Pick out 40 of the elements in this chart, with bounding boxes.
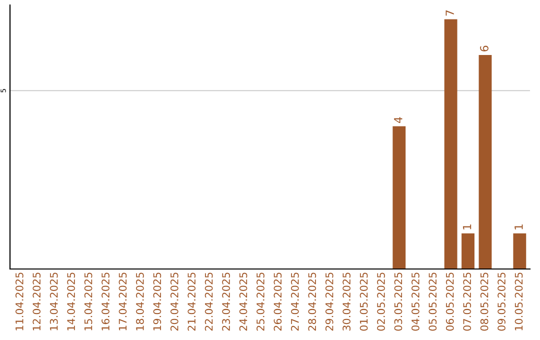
bar bbox=[462, 233, 474, 269]
x-tick-label: 26.04.2025 bbox=[274, 272, 282, 331]
x-tick-label: 17.04.2025 bbox=[118, 272, 127, 330]
x-tick-label: 22.04.2025 bbox=[204, 272, 213, 331]
x-tick-label: 11.04.2025 bbox=[15, 272, 24, 330]
bar bbox=[392, 126, 406, 269]
x-tick-label: 19.04.2025 bbox=[153, 272, 162, 330]
x-tick-label: 03.05.2025 bbox=[394, 272, 402, 331]
x-tick-label: 28.04.2025 bbox=[308, 272, 316, 331]
x-tick-label: 02.05.2025 bbox=[377, 272, 385, 331]
data-label: 7 bbox=[446, 10, 454, 16]
x-tick-label: 18.04.2025 bbox=[136, 272, 144, 330]
x-tick-label: 06.05.2025 bbox=[446, 272, 454, 331]
x-tick-label: 16.04.2025 bbox=[102, 272, 110, 330]
x-tick-label: 27.04.2025 bbox=[290, 272, 299, 331]
x-tick-label: 15.04.2025 bbox=[84, 272, 92, 330]
x-tick-label: 29.04.2025 bbox=[325, 272, 334, 331]
data-label: 4 bbox=[394, 117, 402, 123]
data-label: 1 bbox=[462, 224, 472, 230]
bar bbox=[444, 19, 458, 269]
x-tick-label: 13.04.2025 bbox=[50, 272, 58, 330]
x-tick-label: 08.05.2025 bbox=[480, 272, 488, 331]
x-tick-label: 04.05.2025 bbox=[412, 272, 420, 331]
data-label: 6 bbox=[480, 46, 488, 52]
bar bbox=[478, 54, 492, 269]
data-label: 1 bbox=[514, 224, 523, 230]
x-tick-label: 14.04.2025 bbox=[67, 272, 76, 330]
x-tick-label: 09.05.2025 bbox=[498, 272, 506, 331]
x-tick-label: 20.04.2025 bbox=[170, 272, 178, 331]
x-tick-label: 24.04.2025 bbox=[239, 272, 248, 331]
x-tick-label: 05.05.2025 bbox=[428, 272, 437, 331]
x-tick-label: 30.04.2025 bbox=[342, 272, 351, 331]
x-tick-label: 21.04.2025 bbox=[188, 272, 196, 331]
x-tick-label: 10.05.2025 bbox=[514, 272, 523, 330]
x-tick-label: 25.04.2025 bbox=[256, 272, 264, 331]
x-tick-label: 07.05.2025 bbox=[463, 272, 472, 331]
x-tick-label: 12.04.2025 bbox=[32, 272, 41, 330]
x-tick-label: 23.04.2025 bbox=[222, 272, 230, 331]
bar bbox=[513, 233, 526, 269]
x-tick-label: 01.05.2025 bbox=[360, 272, 368, 331]
